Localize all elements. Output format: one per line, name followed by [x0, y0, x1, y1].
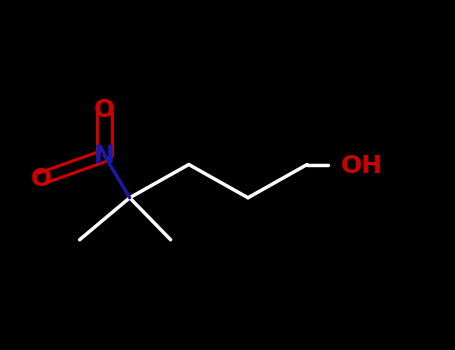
Text: O: O	[94, 98, 115, 122]
Text: N: N	[94, 144, 115, 168]
Text: OH: OH	[341, 154, 384, 177]
Text: O: O	[30, 167, 51, 190]
